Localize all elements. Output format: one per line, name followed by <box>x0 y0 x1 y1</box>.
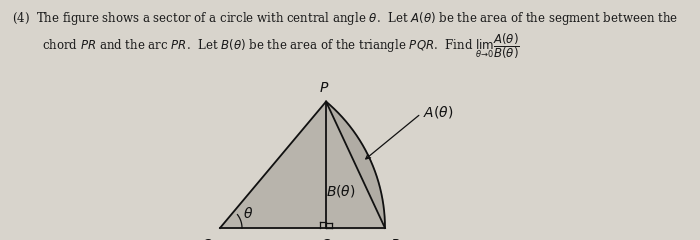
Text: P: P <box>320 81 328 95</box>
Text: chord $PR$ and the arc $PR$.  Let $B(\theta)$ be the area of the triangle $PQR$.: chord $PR$ and the arc $PR$. Let $B(\the… <box>42 31 520 61</box>
Polygon shape <box>220 102 385 228</box>
Text: O: O <box>202 238 212 240</box>
Text: $A(\theta)$: $A(\theta)$ <box>423 104 454 120</box>
Text: $B(\theta)$: $B(\theta)$ <box>326 183 356 199</box>
Text: R: R <box>390 238 400 240</box>
Text: $\theta$: $\theta$ <box>243 206 253 221</box>
Polygon shape <box>326 102 385 228</box>
Text: Q: Q <box>321 238 332 240</box>
Polygon shape <box>326 102 385 228</box>
Text: (4)  The figure shows a sector of a circle with central angle $\theta$.  Let $A(: (4) The figure shows a sector of a circl… <box>12 10 678 27</box>
